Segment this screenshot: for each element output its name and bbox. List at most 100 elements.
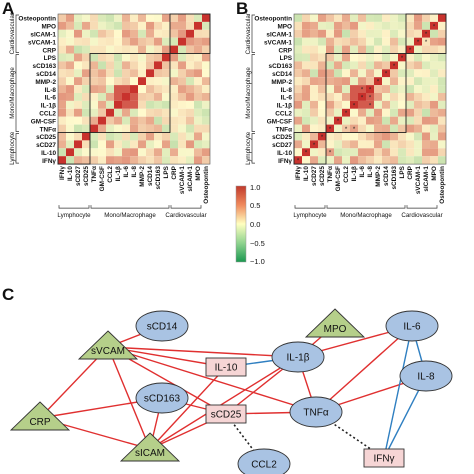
heatmap-cell — [430, 140, 438, 149]
heatmap-cell — [170, 85, 178, 93]
heatmap-cell — [58, 53, 66, 62]
heatmap-cell — [58, 29, 66, 38]
heatmap-cell — [98, 61, 106, 70]
row-label: sICAM-1 — [30, 32, 56, 39]
node-shape-rect — [205, 357, 247, 377]
heatmap-cell — [66, 61, 74, 70]
heatmap-cell — [130, 85, 138, 93]
col-group-bracket — [170, 205, 202, 209]
heatmap-cell — [358, 132, 366, 141]
significance-star: * — [329, 127, 332, 133]
heatmap-cell — [202, 77, 210, 86]
significance-star: * — [369, 95, 372, 101]
heatmap-cell — [366, 69, 374, 78]
heatmap-cell — [98, 140, 106, 149]
heatmap-cell — [178, 61, 186, 70]
heatmap-cell — [186, 124, 194, 133]
heatmap-cell — [170, 116, 178, 125]
heatmap-cell — [414, 21, 422, 30]
heatmap-cell — [90, 100, 98, 109]
heatmap-cell — [122, 116, 130, 125]
heatmap-cell — [130, 93, 138, 101]
heatmap-cell — [294, 14, 302, 22]
heatmap-cell — [374, 93, 382, 101]
col-label: sCD14 — [383, 166, 390, 186]
heatmap-cell — [366, 156, 374, 165]
heatmap-cell — [146, 85, 154, 93]
heatmap-cell — [170, 132, 178, 141]
heatmap-cell — [162, 93, 170, 101]
heatmap-cell — [366, 21, 374, 30]
heatmap-cell — [334, 61, 342, 70]
node-sCD25: sCD25 — [205, 404, 247, 424]
heatmap-cell — [366, 100, 374, 109]
heatmap-cell — [438, 93, 446, 101]
node-label: TNFα — [303, 408, 328, 419]
edge-sVCAM-IL1b — [107, 346, 299, 358]
heatmap-cell — [138, 148, 146, 157]
heatmap-cell — [294, 93, 302, 101]
colorbar-tick-neg-1: −1.0 — [250, 257, 265, 266]
heatmap-cell — [318, 53, 326, 62]
heatmap-cell — [318, 100, 326, 109]
significance-star: * — [401, 56, 404, 62]
heatmap-cell — [310, 21, 318, 30]
heatmap-cell — [414, 140, 422, 149]
heatmap-cell — [178, 21, 186, 30]
heatmap-cell — [114, 132, 122, 141]
col-label: TNFα — [91, 166, 98, 182]
node-label: sICAM — [135, 448, 165, 459]
heatmap-cell — [138, 61, 146, 70]
heatmap-cell — [82, 69, 90, 78]
heatmap-cell — [90, 61, 98, 70]
heatmap-cell — [350, 124, 358, 133]
heatmap-cell — [390, 116, 398, 125]
heatmap-cell — [390, 124, 398, 133]
heatmap-cell — [74, 93, 82, 101]
row-group-label: Lymphocyte — [245, 131, 252, 165]
heatmap-cell — [178, 124, 186, 133]
col-label: GM-CSF — [99, 166, 106, 191]
row-group-label: Mono/Macrophage — [9, 67, 16, 119]
heatmap-cell — [170, 69, 178, 78]
heatmap-cell — [58, 156, 66, 165]
heatmap-cell — [146, 21, 154, 30]
heatmap-cell — [170, 21, 178, 30]
heatmap-cell — [350, 21, 358, 30]
row-label: CRP — [43, 47, 57, 54]
heatmap-cell — [430, 93, 438, 101]
heatmap-cell — [194, 116, 202, 125]
heatmap-cell — [374, 116, 382, 125]
col-label: IL-10 — [67, 166, 74, 181]
heatmap-cell — [438, 132, 446, 141]
heatmap-cell — [374, 77, 382, 86]
row-label: sCD14 — [272, 71, 292, 78]
heatmap-cell — [430, 85, 438, 93]
col-group-label: Lymphocyte — [57, 212, 91, 219]
node-label: CCL2 — [251, 460, 277, 471]
heatmap-cell — [202, 156, 210, 165]
heatmap-cell — [318, 116, 326, 125]
heatmap-cell — [202, 93, 210, 101]
col-group-label: Mono/Macrophage — [340, 212, 392, 219]
row-label: IL-6 — [45, 95, 57, 102]
heatmap-cell — [106, 140, 114, 149]
heatmap-cell — [138, 140, 146, 149]
heatmap-cell — [382, 124, 390, 133]
heatmap-cell — [374, 108, 382, 117]
cluster-box — [325, 53, 407, 133]
heatmap-cell — [154, 93, 162, 101]
heatmap-cell — [90, 69, 98, 78]
heatmap-cell — [358, 100, 366, 109]
heatmap-cell — [178, 100, 186, 109]
heatmap-cell — [414, 29, 422, 38]
heatmap-cell — [334, 100, 342, 109]
heatmap-cell — [430, 21, 438, 30]
heatmap-cell — [106, 116, 114, 125]
heatmap-cell — [430, 37, 438, 46]
cluster-box — [293, 132, 327, 165]
heatmap-cell — [58, 93, 66, 101]
heatmap-cell — [146, 29, 154, 38]
row-label: IL-6 — [281, 95, 293, 102]
heatmap-cell — [430, 14, 438, 22]
